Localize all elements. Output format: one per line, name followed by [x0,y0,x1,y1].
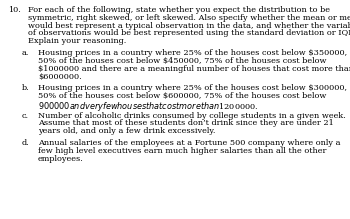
Text: Explain your reasoning.: Explain your reasoning. [28,37,126,45]
Text: years old, and only a few drink excessively.: years old, and only a few drink excessiv… [38,127,216,135]
Text: Number of alcoholic drinks consumed by college students in a given week.: Number of alcoholic drinks consumed by c… [38,112,346,120]
Text: 10.: 10. [8,6,21,14]
Text: $1000000 and there are a meaningful number of houses that cost more than: $1000000 and there are a meaningful numb… [38,65,350,73]
Text: c.: c. [22,112,29,120]
Text: would best represent a typical observation in the data, and whether the variabil: would best represent a typical observati… [28,22,350,30]
Text: d.: d. [22,139,30,147]
Text: of observations would be best represented using the standard deviation or IQR.: of observations would be best represente… [28,29,350,37]
Text: employees.: employees. [38,155,84,162]
Text: symmetric, right skewed, or left skewed. Also specify whether the mean or median: symmetric, right skewed, or left skewed.… [28,14,350,22]
Text: Annual salaries of the employees at a Fortune 500 company where only a: Annual salaries of the employees at a Fo… [38,139,341,147]
Text: 50% of the houses cost below $600000, 75% of the houses cost below: 50% of the houses cost below $600000, 75… [38,92,326,100]
Text: 50% of the houses cost below $450000, 75% of the houses cost below: 50% of the houses cost below $450000, 75… [38,57,327,65]
Text: a.: a. [22,49,29,57]
Text: $900000 and very few houses that cost more than $1200000.: $900000 and very few houses that cost mo… [38,100,259,113]
Text: Assume that most of these students don’t drink since they are under 21: Assume that most of these students don’t… [38,120,334,127]
Text: $6000000.: $6000000. [38,73,82,81]
Text: Housing prices in a country where 25% of the houses cost below $300000,: Housing prices in a country where 25% of… [38,84,347,92]
Text: For each of the following, state whether you expect the distribution to be: For each of the following, state whether… [28,6,330,14]
Text: few high level executives earn much higher salaries than all the other: few high level executives earn much high… [38,147,326,155]
Text: Housing prices in a country where 25% of the houses cost below $350000,: Housing prices in a country where 25% of… [38,49,347,57]
Text: b.: b. [22,84,30,92]
